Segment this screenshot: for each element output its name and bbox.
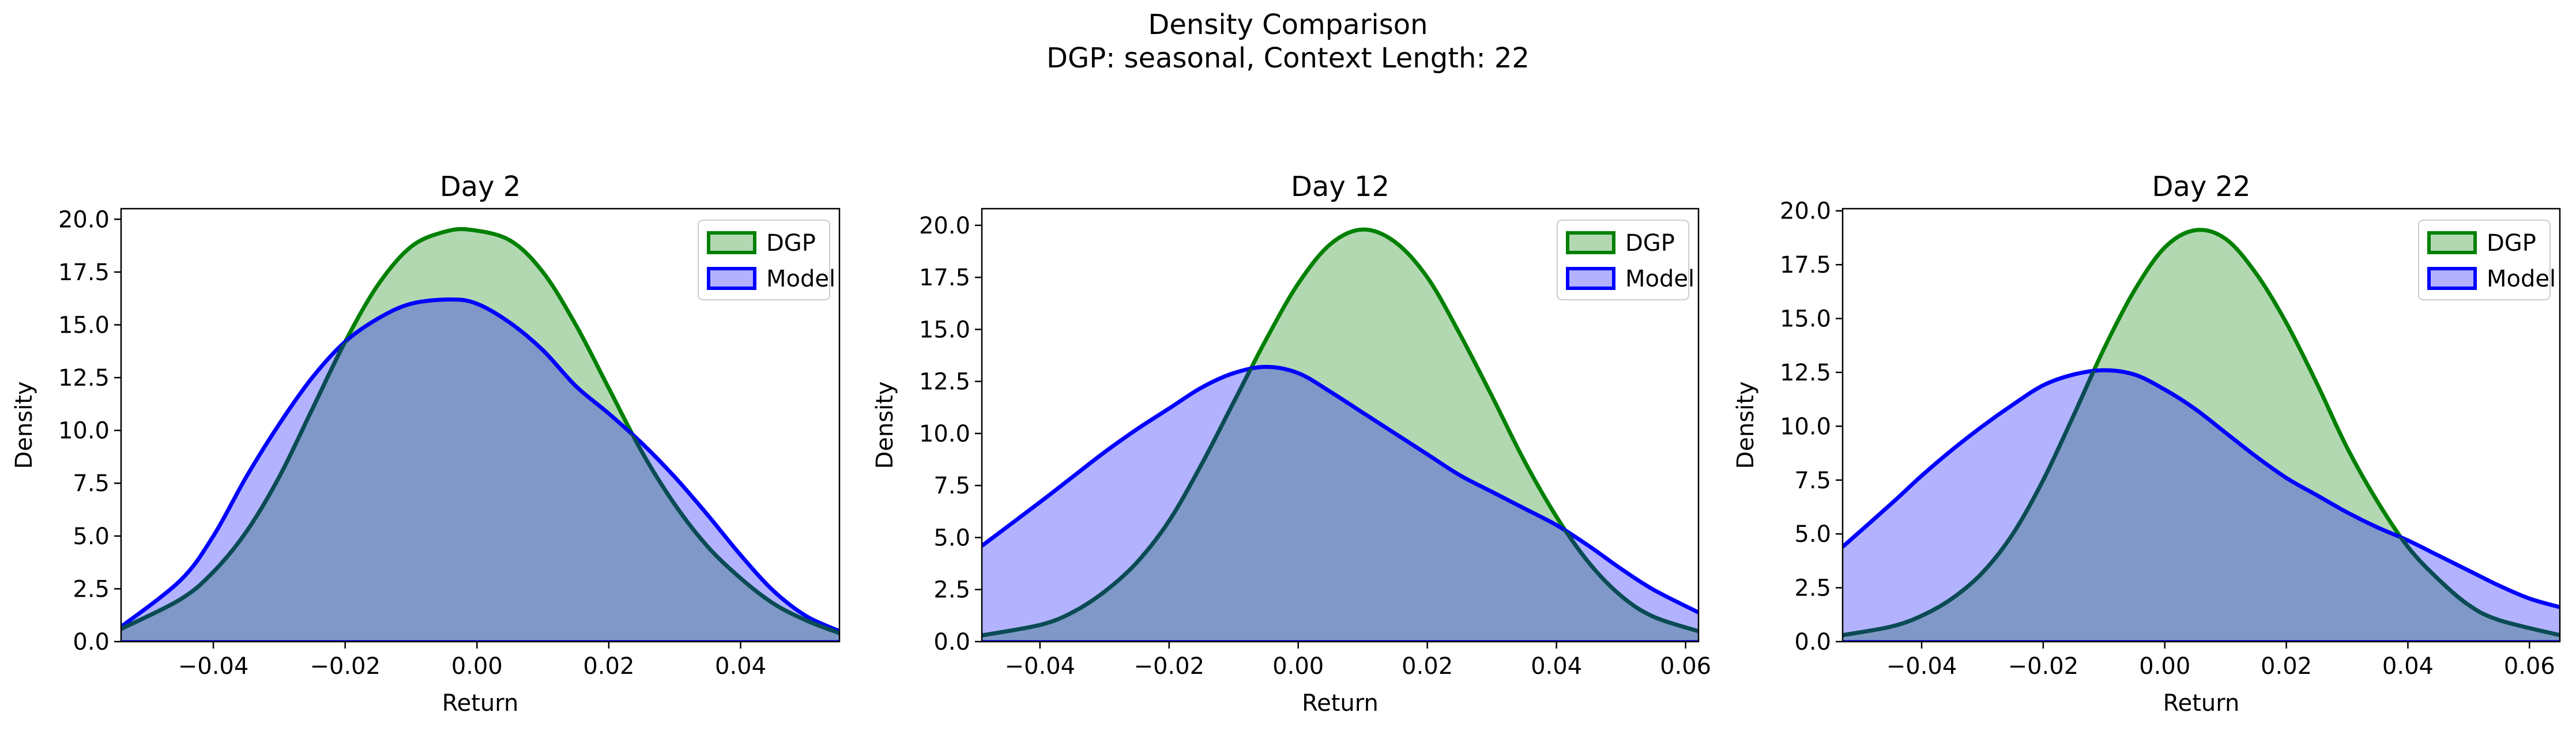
y-axis-label: Density: [1733, 381, 1759, 469]
plot-area: [1843, 228, 2560, 642]
legend-label: DGP: [2487, 230, 2536, 257]
plot-area: [982, 227, 1698, 642]
y-tick-label: 20.0: [58, 206, 110, 233]
y-tick-label: 5.0: [73, 523, 110, 550]
x-tick-label: −0.02: [310, 653, 381, 680]
plot-area: [121, 227, 839, 642]
y-tick-label: 17.5: [919, 265, 970, 291]
y-tick-label: 2.5: [933, 577, 970, 604]
x-tick-label: −0.04: [1004, 653, 1075, 680]
y-tick-label: 20.0: [1780, 198, 1831, 225]
legend-swatch: [1566, 231, 1615, 254]
figure-title: Density Comparison DGP: seasonal, Contex…: [0, 8, 2576, 75]
x-tick-label: −0.04: [1886, 653, 1957, 680]
y-tick-label: 0.0: [933, 629, 970, 655]
x-tick-label: 0.04: [715, 653, 766, 680]
legend-swatch: [707, 231, 756, 254]
dgp-line-overlap: [1843, 370, 2560, 638]
panel-title: Day 22: [2152, 171, 2250, 203]
legend: DGP Model: [1557, 220, 1694, 300]
x-tick-label: 0.04: [2382, 653, 2434, 680]
y-tick-label: 5.0: [1794, 521, 1831, 548]
y-tick-label: 0.0: [73, 629, 110, 655]
x-tick-label: −0.02: [2008, 653, 2079, 680]
y-tick-label: 17.5: [1780, 252, 1831, 278]
y-tick-label: 12.5: [1780, 360, 1831, 386]
panel-day-1: −0.04 −0.02 0.00 0.02 0.04 0.0 2.5 5.0 7.5 10.0 12…: [11, 171, 841, 717]
legend-label: Model: [2487, 266, 2556, 292]
y-tick-label: 12.5: [919, 369, 970, 395]
y-axis-label: Density: [11, 381, 37, 469]
y-tick-label: 2.5: [1794, 575, 1831, 602]
y-tick-label: 2.5: [73, 576, 110, 602]
legend-label: DGP: [766, 230, 816, 257]
x-tick-label: 0.02: [1402, 653, 1453, 680]
figure-subtitle-line: DGP: seasonal, Context Length: 22: [1046, 42, 1530, 74]
panel-title: Day 12: [1291, 171, 1389, 203]
y-tick-label: 12.5: [58, 365, 110, 391]
y-tick-label: 10.0: [1780, 413, 1831, 440]
y-tick-label: 0.0: [1794, 629, 1831, 655]
y-tick-label: 10.0: [919, 421, 970, 447]
legend-label: DGP: [1625, 230, 1675, 257]
model-line: [1843, 368, 2560, 609]
x-axis-label: Return: [1302, 690, 1379, 717]
panel-day-2: −0.04 −0.02 0.00 0.02 0.04 0.06 0.0 2.5 5.0 7.5 10…: [872, 171, 1711, 717]
x-tick-label: 0.02: [583, 653, 634, 680]
legend-swatch: [2427, 231, 2477, 254]
figure-title-line: Density Comparison: [1148, 9, 1428, 41]
legend-swatch: [707, 267, 756, 290]
legend-label: Model: [1625, 266, 1694, 292]
y-tick-label: 17.5: [58, 259, 110, 286]
model-line: [121, 297, 839, 633]
panel-title: Day 2: [440, 171, 521, 203]
y-tick-label: 5.0: [933, 525, 970, 551]
y-tick-label: 20.0: [919, 213, 970, 239]
x-tick-label: 0.06: [1660, 653, 1711, 680]
dgp-line-overlap: [121, 299, 839, 635]
x-tick-label: 0.00: [451, 653, 503, 680]
y-tick-label: 10.0: [58, 418, 110, 444]
x-tick-label: 0.06: [2504, 653, 2555, 680]
legend-swatch: [2427, 267, 2477, 290]
x-axis-label: Return: [442, 690, 519, 717]
x-tick-label: 0.00: [2139, 653, 2190, 680]
axes-frame: [1841, 208, 2561, 643]
legend: DGP Model: [698, 220, 835, 300]
panel-day-3: −0.04 −0.02 0.00 0.02 0.04 0.06 0.0 2.5 5.0 7.5 10…: [1733, 171, 2561, 717]
overlap-area: [121, 299, 839, 642]
x-tick-label: 0.04: [1531, 653, 1582, 680]
x-tick-label: 0.00: [1272, 653, 1324, 680]
axes-frame: [981, 208, 1700, 643]
model-line: [982, 364, 1698, 615]
y-tick-label: 15.0: [58, 312, 110, 338]
y-tick-label: 15.0: [919, 316, 970, 343]
x-tick-label: 0.02: [2261, 653, 2312, 680]
y-axis-label: Density: [872, 381, 898, 469]
legend-label: Model: [766, 266, 835, 292]
y-tick-label: 7.5: [933, 473, 970, 499]
y-tick-label: 7.5: [1794, 468, 1831, 494]
y-tick-label: 7.5: [73, 470, 110, 497]
x-tick-label: −0.04: [178, 653, 249, 680]
x-axis-label: Return: [2163, 690, 2240, 717]
legend: DGP Model: [2418, 220, 2556, 300]
y-tick-label: 15.0: [1780, 306, 1831, 333]
x-tick-label: −0.02: [1133, 653, 1204, 680]
legend-swatch: [1566, 267, 1615, 290]
axes-frame: [120, 208, 841, 643]
